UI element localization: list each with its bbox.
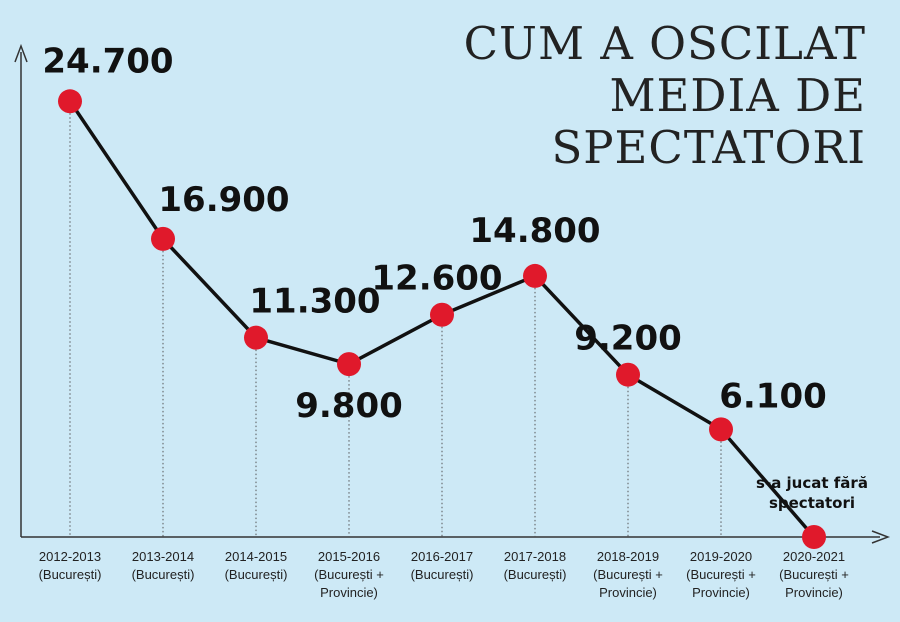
data-label: 12.600	[371, 259, 502, 299]
x-tick-label: 2017-2018	[504, 549, 566, 564]
x-tick-label: Provincie)	[599, 585, 657, 600]
title-line-2: MEDIA DE	[609, 69, 866, 122]
x-tick-label: Provincie)	[785, 585, 843, 600]
x-tick-label: Provincie)	[692, 585, 750, 600]
data-label: 9.200	[574, 319, 682, 359]
annotation-text: spectatori	[769, 494, 855, 512]
data-label: 11.300	[249, 282, 380, 322]
x-tick-label: (București +	[686, 567, 756, 582]
data-point	[244, 325, 268, 350]
title-line-3: SPECTATORI	[551, 121, 866, 174]
x-tick-label: (București)	[39, 567, 102, 582]
x-tick-label: (București)	[225, 567, 288, 582]
x-axis-arrow-icon	[871, 530, 891, 544]
annotation-text: s-a jucat fără	[756, 474, 868, 492]
data-point	[616, 362, 640, 387]
data-point	[430, 302, 454, 327]
x-tick-label: 2018-2019	[597, 549, 659, 564]
x-tick-label: (București +	[314, 567, 384, 582]
data-point	[337, 352, 361, 377]
x-tick-label: 2020-2021	[783, 549, 845, 564]
data-label: 6.100	[719, 376, 827, 416]
x-tick-label: 2014-2015	[225, 549, 287, 564]
title-line-1: CUM A OSCILAT	[463, 17, 866, 70]
data-label: 16.900	[158, 180, 289, 220]
x-tick-label: (București)	[411, 567, 474, 582]
data-point	[709, 417, 733, 442]
data-label: 14.800	[469, 211, 600, 251]
data-point	[523, 263, 547, 288]
x-tick-label: (București)	[504, 567, 567, 582]
x-tick-label: (București +	[779, 567, 849, 582]
data-label: 9.800	[295, 386, 403, 426]
data-point	[151, 226, 175, 251]
data-point	[58, 89, 82, 114]
chart-title: CUM A OSCILAT MEDIA DE SPECTATORI	[464, 18, 866, 174]
x-tick-label: 2019-2020	[690, 549, 752, 564]
x-tick-label: 2012-2013	[39, 549, 101, 564]
y-axis-arrow-icon	[14, 43, 28, 63]
x-tick-label: (București)	[132, 567, 195, 582]
x-tick-label: 2013-2014	[132, 549, 194, 564]
x-tick-label: (București +	[593, 567, 663, 582]
x-tick-label: 2015-2016	[318, 549, 380, 564]
x-tick-label: 2016-2017	[411, 549, 473, 564]
x-tick-label: Provincie)	[320, 585, 378, 600]
data-label: 24.700	[42, 41, 173, 81]
data-point	[802, 525, 826, 549]
